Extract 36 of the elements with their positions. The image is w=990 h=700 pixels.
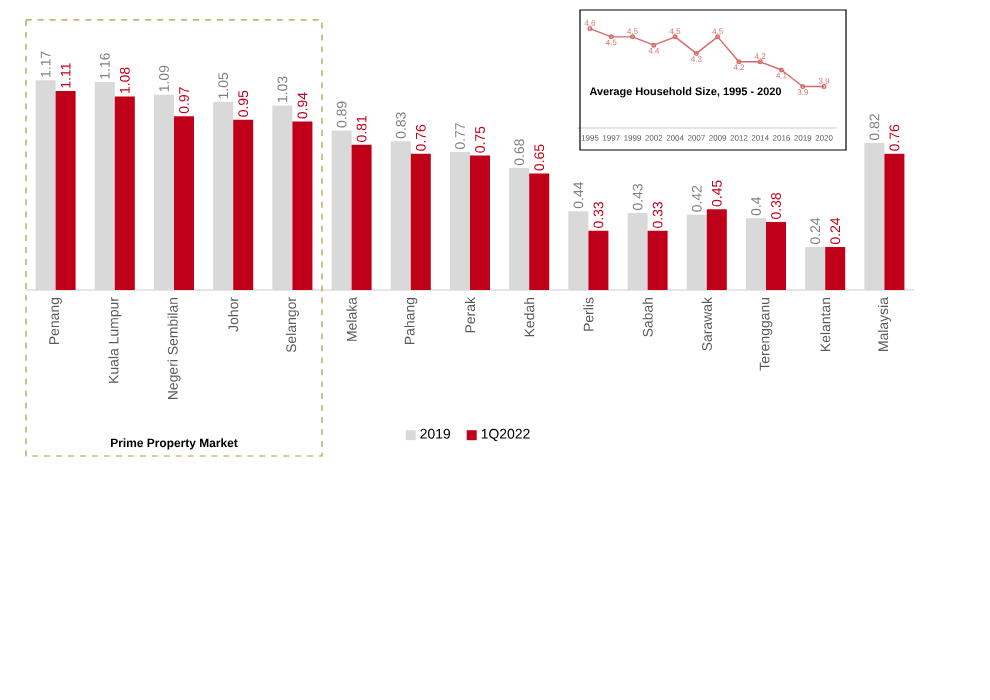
bar xyxy=(627,212,648,290)
bar xyxy=(470,155,491,290)
bar xyxy=(706,209,727,290)
bar xyxy=(331,130,352,290)
bar xyxy=(864,143,885,290)
bar xyxy=(746,218,767,290)
bar xyxy=(55,91,76,290)
bar xyxy=(174,116,194,290)
bar xyxy=(529,173,550,290)
bar xyxy=(825,246,846,290)
bar xyxy=(647,230,668,290)
bar xyxy=(233,119,254,290)
bar xyxy=(568,211,589,290)
bar xyxy=(154,94,174,290)
bar xyxy=(272,105,293,290)
bar xyxy=(292,121,313,290)
bar xyxy=(805,246,826,290)
bar xyxy=(114,96,135,290)
point xyxy=(651,42,657,48)
point xyxy=(630,34,636,40)
point xyxy=(693,50,699,56)
bar xyxy=(410,153,431,290)
bar xyxy=(351,144,372,290)
bar xyxy=(450,151,471,290)
bar xyxy=(509,168,530,290)
point xyxy=(715,34,721,40)
point xyxy=(757,59,763,65)
bar xyxy=(686,214,707,290)
bar xyxy=(884,153,905,290)
bar xyxy=(766,221,787,290)
bar xyxy=(94,82,115,290)
bar xyxy=(213,101,234,290)
point xyxy=(778,67,784,73)
bar xyxy=(35,80,56,290)
bar xyxy=(588,230,609,290)
bar xyxy=(390,141,411,290)
